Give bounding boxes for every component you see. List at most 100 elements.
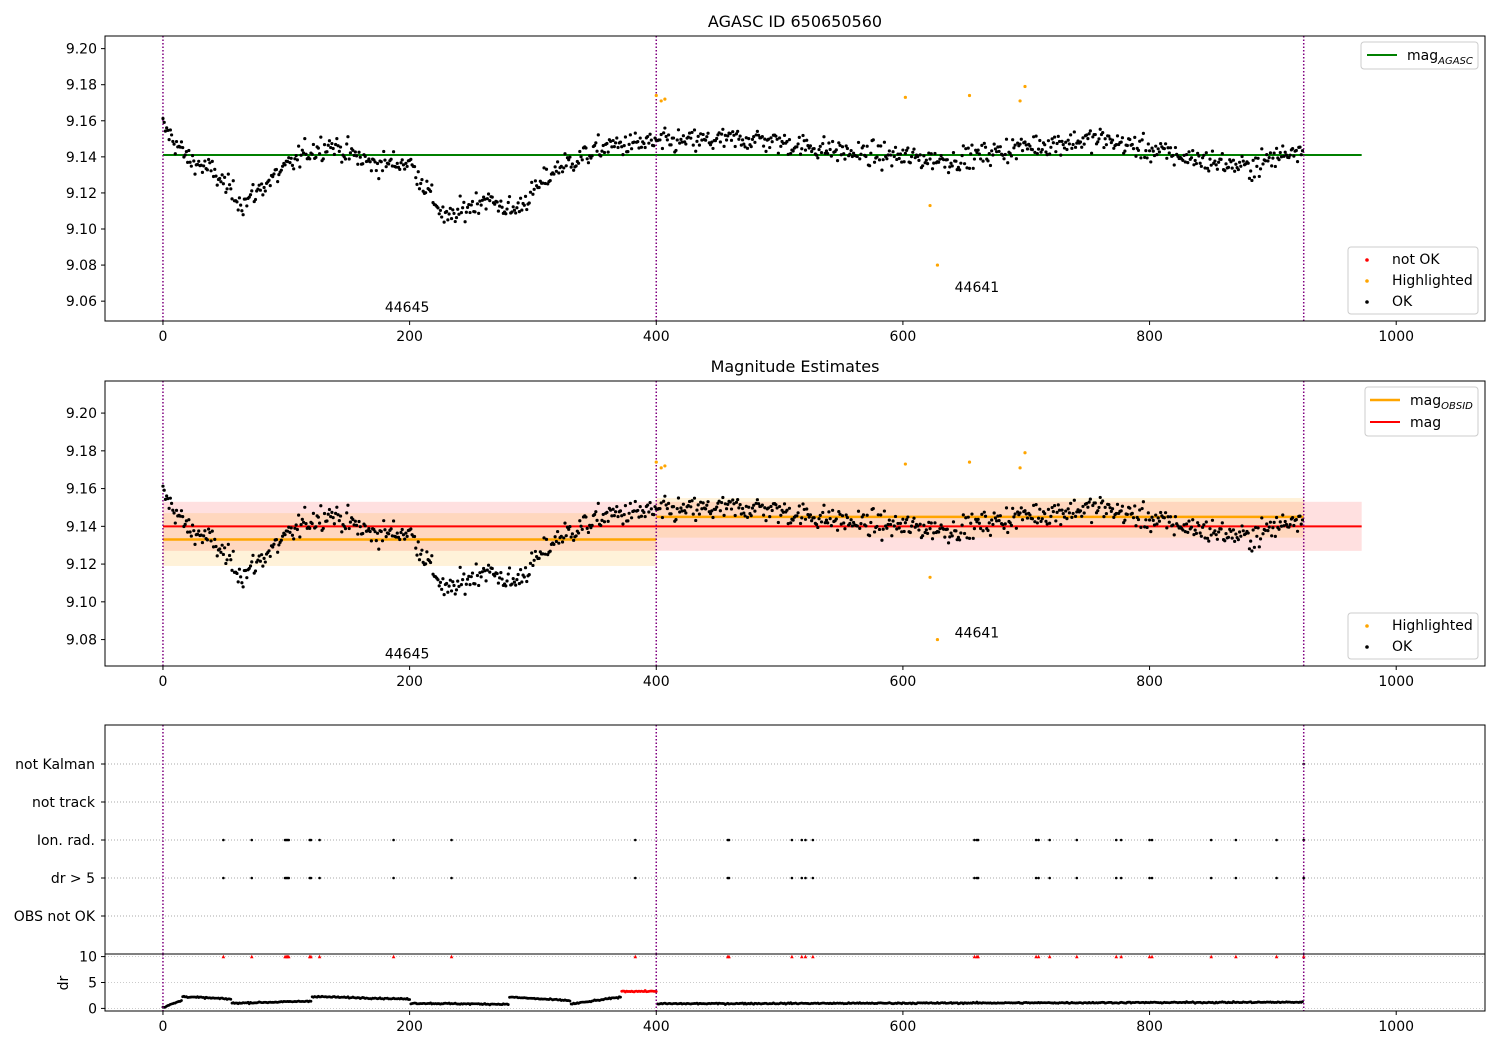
ok-point [898, 152, 903, 156]
ok-point [1004, 137, 1009, 141]
ok-point [533, 549, 538, 554]
ok-point [592, 143, 597, 148]
ok-point [420, 548, 424, 552]
ok-point [319, 504, 323, 508]
ok-point [937, 160, 941, 164]
ok-point [1283, 150, 1287, 154]
ok-point [689, 136, 693, 140]
ok-point [188, 160, 192, 164]
ok-point [586, 161, 591, 165]
ok-point [710, 509, 714, 513]
ok-point [1032, 503, 1036, 507]
ok-point [445, 209, 449, 214]
ok-point [505, 207, 509, 211]
ok-point [690, 499, 694, 503]
ok-point [708, 512, 713, 516]
ok-point [251, 183, 255, 187]
ok-point [1061, 143, 1065, 147]
ok-point [475, 573, 480, 578]
ok-point [1056, 134, 1060, 138]
ok-point [768, 515, 772, 519]
ok-point [864, 154, 868, 159]
ok-point [844, 144, 848, 148]
ok-point [1291, 516, 1295, 520]
ok-point [336, 144, 340, 148]
ok-point [477, 211, 481, 215]
ok-point [1061, 511, 1065, 516]
ok-point [840, 145, 845, 149]
ok-point [1082, 511, 1086, 515]
flag-point [1234, 838, 1238, 842]
ok-point [921, 534, 925, 538]
ok-point [1156, 516, 1160, 520]
ok-point [186, 530, 190, 534]
ok-point [337, 519, 341, 523]
ok-point [1141, 131, 1145, 135]
ok-point [572, 538, 576, 542]
ok-point [652, 144, 656, 148]
ok-point [803, 517, 808, 521]
ok-point [938, 527, 942, 531]
ok-point [541, 552, 545, 556]
ok-point [909, 524, 914, 528]
ok-point [1030, 517, 1034, 521]
ok-point [720, 132, 724, 136]
ok-point [543, 552, 547, 556]
ok-point [200, 170, 205, 174]
ok-point [202, 534, 206, 538]
ok-point [375, 161, 380, 166]
ok-point [1263, 528, 1268, 533]
ok-point [785, 139, 789, 144]
ok-point [1131, 146, 1136, 151]
ok-point [1043, 512, 1047, 516]
ok-point [1155, 152, 1159, 157]
flags-dr-frame [104, 724, 1486, 1012]
ok-point [1069, 133, 1073, 137]
ok-point [729, 138, 734, 142]
ok-point [1109, 140, 1113, 145]
ok-point [168, 128, 172, 132]
ok-point [823, 151, 827, 155]
ok-point [922, 154, 926, 158]
flag-point [1114, 838, 1118, 842]
ok-point [514, 211, 518, 215]
ok-point [1157, 150, 1162, 154]
ok-point [351, 517, 355, 522]
ok-point [1104, 143, 1108, 147]
flag-point [790, 838, 794, 842]
ok-point [358, 155, 362, 159]
ok-point [822, 503, 826, 507]
ok-point [174, 508, 179, 512]
ok-point [1107, 503, 1111, 507]
flag-point [1119, 838, 1123, 842]
ok-point [923, 530, 927, 535]
ok-point [353, 150, 357, 154]
ok-point [891, 519, 895, 523]
ok-point [966, 515, 970, 519]
ok-point [488, 199, 492, 203]
ok-point [563, 521, 567, 525]
ok-point [330, 510, 334, 515]
ok-point [162, 120, 166, 124]
ok-point [533, 179, 538, 183]
ok-point [629, 516, 634, 520]
ok-point [294, 153, 298, 158]
ok-point [1034, 134, 1038, 138]
ok-point [1003, 152, 1007, 157]
ok-point [298, 165, 302, 169]
highlighted-point [967, 93, 972, 98]
p2-xtick-label: 400 [643, 674, 670, 690]
ok-point [340, 160, 344, 164]
ok-point [1040, 147, 1044, 152]
ok-point [981, 159, 985, 163]
ok-point [1134, 524, 1138, 528]
ok-point [918, 153, 922, 157]
ok-point [723, 502, 727, 506]
ok-point [720, 500, 724, 505]
ok-point [203, 159, 207, 163]
ok-point [671, 505, 676, 509]
ok-point [214, 544, 218, 549]
ok-point [572, 168, 576, 172]
ok-point [988, 163, 993, 168]
ok-point [703, 507, 708, 511]
